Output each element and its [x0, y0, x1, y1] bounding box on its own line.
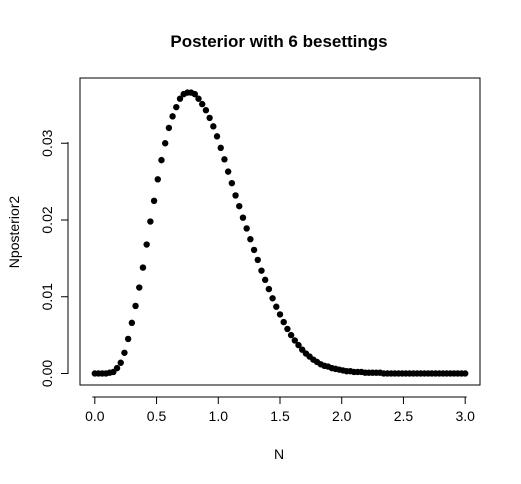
- data-point: [202, 107, 210, 114]
- data-point: [143, 241, 150, 248]
- data-point: [261, 276, 269, 284]
- data-point: [295, 341, 302, 349]
- x-tick-label: 0.0: [85, 408, 105, 424]
- data-point: [165, 124, 173, 132]
- y-tick-label: 0.01: [39, 283, 55, 310]
- data-point: [276, 311, 284, 318]
- data-point: [136, 284, 143, 291]
- data-point: [176, 95, 184, 102]
- data-point: [287, 331, 295, 339]
- data-point: [236, 202, 243, 210]
- data-point: [128, 319, 136, 327]
- data-point: [224, 168, 232, 175]
- data-point: [147, 218, 154, 225]
- data-point: [258, 267, 265, 274]
- data-point: [291, 337, 299, 344]
- data-point: [150, 197, 158, 204]
- y-tick-label: 0.00: [39, 360, 55, 387]
- x-tick-label: 2.5: [394, 408, 414, 424]
- data-point: [269, 295, 276, 302]
- data-point: [213, 133, 221, 140]
- y-axis-label: Nposterior2: [6, 196, 22, 269]
- x-axis: 0.0 0.5 1.0 1.5 2.0 2.5 3.0: [85, 396, 475, 424]
- data-point: [124, 335, 132, 343]
- data-point: [250, 246, 258, 254]
- x-tick-label: 2.0: [332, 408, 352, 424]
- data-point: [191, 90, 199, 98]
- data-point: [284, 325, 291, 333]
- data-point: [247, 235, 254, 243]
- plot-box: [79, 77, 481, 386]
- data-point: [139, 264, 147, 271]
- y-tick-label: 0.03: [39, 129, 55, 156]
- chart-title: Posterior with 6 besettings: [170, 32, 387, 51]
- x-axis-label: N: [274, 446, 284, 462]
- data-points: [91, 89, 469, 377]
- x-tick-label: 3.0: [455, 408, 475, 424]
- data-point: [217, 144, 224, 152]
- data-point: [154, 176, 161, 183]
- x-tick-label: 1.5: [270, 408, 290, 424]
- data-point: [461, 370, 469, 377]
- y-axis: 0.00 0.01 0.02 0.03: [39, 129, 69, 387]
- y-tick-label: 0.02: [39, 206, 55, 233]
- data-point: [161, 140, 169, 147]
- data-point: [239, 214, 247, 221]
- data-point: [232, 192, 239, 199]
- data-point: [173, 103, 180, 111]
- data-point: [199, 100, 206, 108]
- data-point: [273, 303, 280, 310]
- data-point: [113, 364, 121, 372]
- data-point: [228, 179, 236, 187]
- data-point: [221, 156, 228, 163]
- data-point: [169, 113, 176, 120]
- data-point: [158, 156, 165, 164]
- data-point: [117, 359, 124, 366]
- x-tick-label: 1.0: [209, 408, 229, 424]
- data-point: [195, 95, 202, 102]
- data-point: [280, 318, 287, 326]
- data-point: [254, 256, 261, 264]
- data-point: [265, 285, 273, 293]
- x-tick-label: 0.5: [147, 408, 167, 424]
- data-point: [121, 349, 128, 356]
- data-point: [210, 123, 217, 130]
- data-point: [206, 114, 213, 122]
- data-point: [243, 225, 250, 232]
- data-point: [132, 302, 139, 310]
